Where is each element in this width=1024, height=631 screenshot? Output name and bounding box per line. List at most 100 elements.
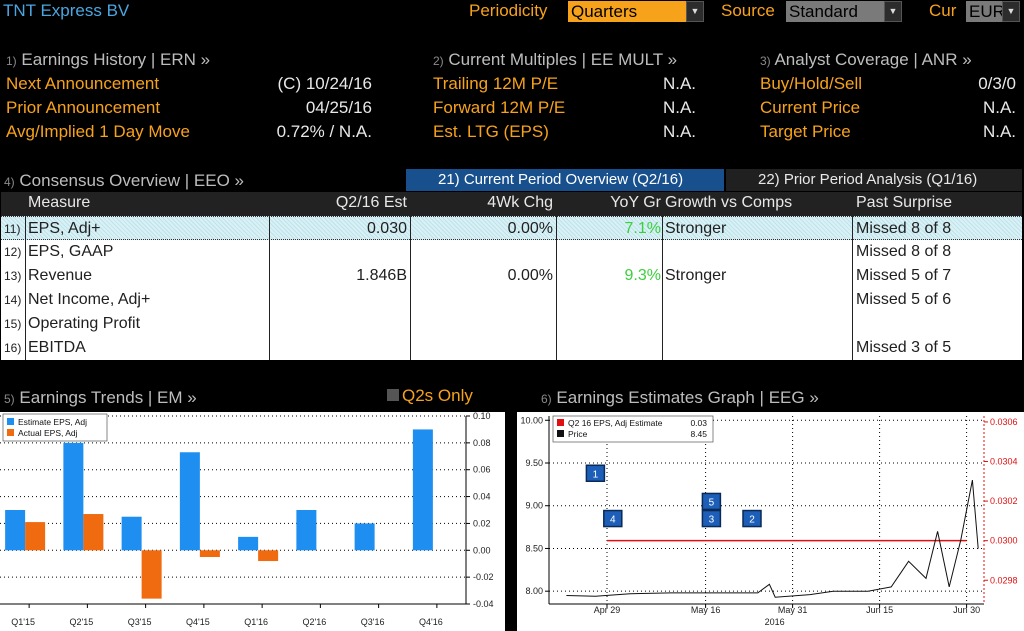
surprise-cell: Missed 8 of 8 — [856, 220, 952, 237]
chevron-down-icon[interactable]: ▼ — [1002, 1, 1020, 22]
estimate-bar — [238, 536, 259, 551]
right-tick-label: 0.0302 — [990, 496, 1018, 506]
legend-value: 0.03 — [690, 418, 707, 428]
x-tick-label: Q1'16 — [244, 617, 268, 627]
legend-label: Price — [568, 429, 588, 439]
left-tick-label: 8.50 — [525, 543, 543, 553]
col-measure[interactable]: Measure — [28, 194, 91, 211]
event-marker-label: 1 — [593, 469, 599, 480]
source-label: Source — [721, 1, 775, 20]
day-move-value: 0.72% / N.A. — [276, 122, 372, 141]
yoy-cell: 9.3% — [624, 267, 661, 284]
day-move-label: Avg/Implied 1 Day Move — [6, 122, 190, 141]
checkbox-icon[interactable] — [387, 389, 399, 401]
actual-bar — [199, 550, 220, 557]
legend-label: Q2 16 EPS, Adj Estimate — [568, 418, 663, 428]
next-announcement-label: Next Announcement — [6, 74, 160, 93]
table-row[interactable]: 16) EBITDA Missed 3 of 5 — [1, 336, 1022, 360]
q2s-only-toggle[interactable]: Q2s Only — [402, 386, 473, 405]
estimate-bar — [5, 510, 26, 551]
earnings-estimates-svg: 10.00 9.50 9.00 8.50 8.00 0.0306 0.0304 0.0302 0… — [520, 415, 1018, 627]
table-row[interactable]: 12) EPS, GAAP Missed 8 of 8 — [1, 240, 1022, 264]
x-tick-label: Jun 15 — [866, 605, 893, 615]
measure-cell: EPS, GAAP — [28, 243, 114, 260]
measure-cell: Net Income, Adj+ — [28, 291, 151, 308]
trailing-pe-value: N.A. — [662, 74, 696, 93]
chevron-down-icon[interactable]: ▼ — [686, 1, 704, 22]
estimate-bar — [121, 516, 142, 551]
chevron-down-icon[interactable]: ▼ — [884, 1, 902, 22]
right-tick-label: 0.0300 — [990, 536, 1018, 546]
section-title: Analyst Coverage | ANR » — [774, 50, 972, 69]
analyst-coverage-link[interactable]: 3) Analyst Coverage | ANR » — [760, 50, 972, 70]
col-4wk-chg[interactable]: 4Wk Chg — [487, 194, 553, 211]
event-marker-label: 2 — [749, 515, 755, 526]
table-row[interactable]: 14) Net Income, Adj+ Missed 5 of 6 — [1, 288, 1022, 312]
legend-label: Actual EPS, Adj — [18, 428, 78, 438]
consensus-overview-link[interactable]: 4) Consensus Overview | EEO » — [4, 171, 244, 191]
earnings-history-link[interactable]: 1) Earnings History | ERN » — [6, 50, 210, 70]
row-number: 14) — [4, 293, 22, 307]
right-tick-label: 0.0304 — [990, 457, 1018, 467]
actual-bar — [83, 514, 104, 551]
prior-announcement-value: 04/25/16 — [305, 98, 372, 117]
growth-cell: Stronger — [665, 220, 727, 237]
event-marker — [701, 492, 722, 511]
current-multiples-link[interactable]: 2) Current Multiples | EE MULT » — [433, 50, 677, 70]
table-row[interactable]: 15) Operating Profit — [1, 312, 1022, 336]
measure-cell: Operating Profit — [28, 315, 141, 332]
y-tick-label: -0.02 — [473, 572, 494, 582]
col-estimate[interactable]: Q2/16 Est — [335, 194, 407, 211]
section-title: Earnings Estimates Graph | EEG » — [556, 388, 819, 407]
estimate-bar — [354, 523, 375, 551]
legend-box — [552, 415, 714, 443]
legend-swatch — [7, 429, 14, 436]
column-divider — [269, 192, 270, 360]
left-tick-label: 8.00 — [525, 586, 543, 596]
legend-value: 8.45 — [690, 429, 707, 439]
event-marker — [585, 464, 606, 483]
column-divider — [852, 192, 853, 360]
estimate-bar — [179, 452, 200, 551]
earnings-graph-link[interactable]: 6) Earnings Estimates Graph | EEG » — [541, 388, 819, 408]
estimate-cell: 1.846B — [356, 267, 407, 284]
tab-current-period[interactable]: 21) Current Period Overview (Q2/16) — [406, 169, 724, 191]
y-tick-label: -0.04 — [473, 599, 494, 609]
section-number: 2) — [433, 54, 444, 68]
x-tick-label: Q3'16 — [361, 617, 385, 627]
estimate-bar — [296, 510, 317, 551]
y-tick-label: 0.06 — [473, 465, 491, 475]
row-number: 16) — [4, 341, 22, 355]
trailing-pe-label: Trailing 12M P/E — [433, 74, 559, 93]
col-yoy-growth[interactable]: YoY Gr — [610, 194, 661, 211]
row-number: 15) — [4, 317, 22, 331]
surprise-cell: Missed 3 of 5 — [856, 339, 952, 356]
x-tick-label: Q2'16 — [303, 617, 327, 627]
table-row[interactable]: 13) Revenue 1.846B 0.00% 9.3% Stronger M… — [1, 264, 1022, 288]
ltg-eps-value: N.A. — [662, 122, 696, 141]
surprise-cell: Missed 5 of 6 — [856, 291, 952, 308]
measure-cell: EBITDA — [28, 339, 86, 356]
source-select[interactable]: Standard — [786, 1, 884, 22]
legend-swatch — [7, 418, 14, 425]
table-row[interactable]: 11) EPS, Adj+ 0.030 0.00% 7.1% Stronger … — [1, 216, 1022, 240]
section-title: Earnings Trends | EM » — [19, 388, 197, 407]
tab-prior-period[interactable]: 22) Prior Period Analysis (Q1/16) — [726, 169, 1022, 191]
measure-cell: Revenue — [28, 267, 93, 284]
x-year-label: 2016 — [765, 617, 785, 627]
x-tick-label: May 31 — [778, 605, 808, 615]
section-number: 4) — [4, 175, 15, 189]
currency-select[interactable]: EUR — [966, 1, 1005, 22]
forward-pe-label: Forward 12M P/E — [433, 98, 566, 117]
legend-label: Estimate EPS, Adj — [18, 417, 87, 427]
measure-cell: EPS, Adj+ — [28, 220, 101, 237]
periodicity-select[interactable]: Quarters — [568, 1, 686, 22]
col-growth-vs-comps[interactable]: Growth vs Comps — [665, 194, 793, 211]
periodicity-label: Periodicity — [469, 1, 548, 20]
col-past-surprise[interactable]: Past Surprise — [856, 194, 953, 211]
estimate-cell: 0.030 — [366, 220, 407, 237]
event-marker-label: 4 — [610, 515, 616, 526]
actual-bar — [25, 522, 46, 551]
earnings-trends-link[interactable]: 5) Earnings Trends | EM » — [4, 388, 197, 408]
estimate-bar — [412, 429, 433, 551]
